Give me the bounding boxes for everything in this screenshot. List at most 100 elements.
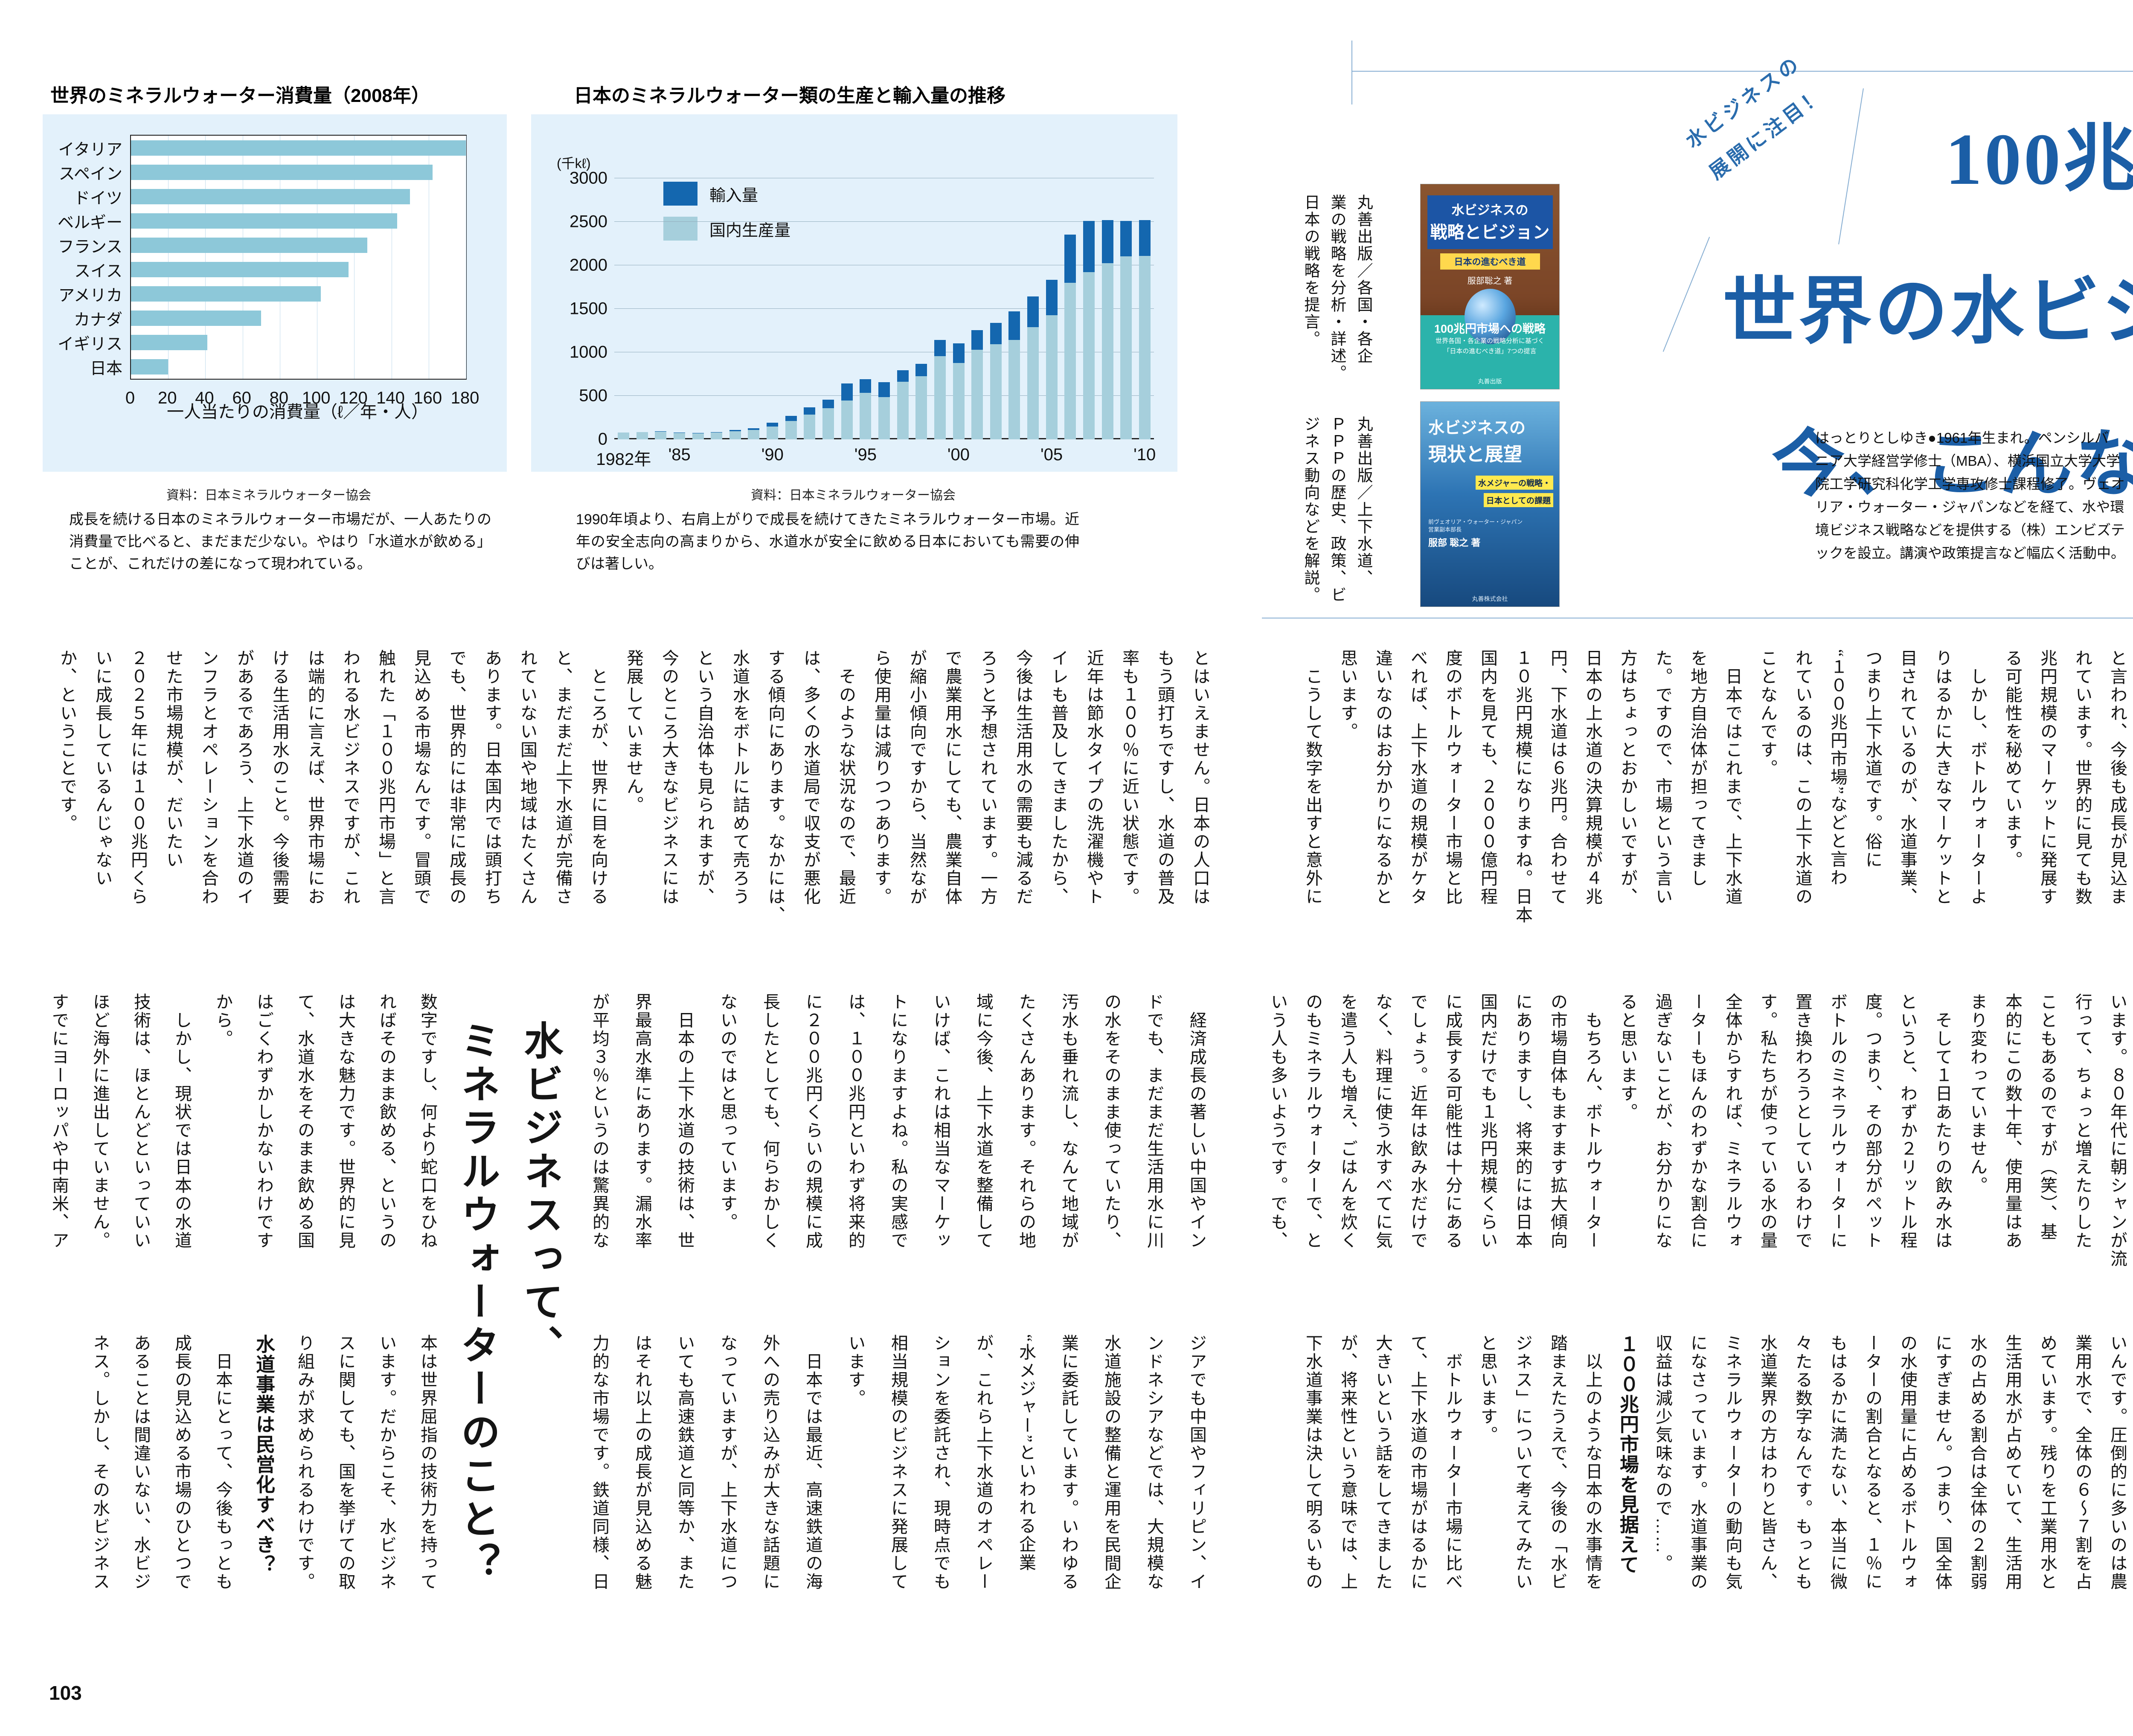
imports-segment xyxy=(971,330,983,350)
bar-row: スペイン xyxy=(59,164,466,183)
text-column: が、これら上下水道のオペレー xyxy=(974,1334,993,1591)
gridline xyxy=(614,221,1154,222)
stacked-bar xyxy=(748,428,760,439)
text-column: すでにヨーロッパや中南米、ア xyxy=(49,993,69,1250)
bar-row: ベルギー xyxy=(58,213,466,232)
bar xyxy=(131,213,397,229)
y-tick-label: 2000 xyxy=(570,255,607,275)
text-column: ＰＰＰの歴史、政策、ビ xyxy=(1328,416,1345,604)
text-column: れているのは、この上下水道の xyxy=(1793,649,1812,906)
text-column: でも、世界的には非常に成長の xyxy=(447,649,466,906)
text-column: いけば、これは相当なマーケッ xyxy=(931,993,950,1250)
text-column: ジネス動向などを解説。 xyxy=(1302,416,1319,604)
imports-segment xyxy=(841,383,853,401)
text-column: 置き換わろうとしているわけで xyxy=(1793,993,1812,1250)
text-column: ジアでも中国やフィリピン、イ xyxy=(1187,1334,1206,1591)
text-column: ンフラとオペレーションを合わ xyxy=(199,649,218,906)
bar xyxy=(131,189,410,204)
stacked-bar xyxy=(804,407,816,439)
bar-row: スイス xyxy=(74,261,466,280)
category-label: フランス xyxy=(58,238,122,256)
text-column: 日本の戦略を提言。 xyxy=(1302,194,1319,348)
stacked-bar xyxy=(1046,280,1058,439)
book2-caption: 丸善出版／上下水道、 ＰＰＰの歴史、政策、ビ ジネス動向などを解説。 xyxy=(1297,416,1376,689)
stacked-bar xyxy=(692,433,704,439)
x-tick-label: 20 xyxy=(157,389,177,407)
right-body-band3: それでも１日せいぜい２０リットル程度、と見ていいでしょう。やはり１日の使用量全体… xyxy=(1263,1334,2133,1665)
y-tick-label: 3000 xyxy=(570,168,607,188)
bar-row: カナダ xyxy=(74,310,466,329)
stacked-bar xyxy=(655,431,667,439)
domestic-segment xyxy=(767,427,779,439)
category-label: カナダ xyxy=(73,311,122,329)
imports-segment xyxy=(934,340,946,357)
category-label: イタリア xyxy=(58,141,122,159)
category-label: ベルギー xyxy=(57,214,122,232)
book2-role-line2: 営業副本部長 xyxy=(1428,526,1462,533)
bar xyxy=(131,359,169,374)
text-column: にありますし、将来的には日本 xyxy=(1513,993,1532,1250)
domestic-segment xyxy=(785,421,797,439)
domestic-segment xyxy=(860,393,872,439)
stacked-bar xyxy=(785,415,797,439)
text-column: ミネラルウォーターの動向も気 xyxy=(1723,1334,1742,1591)
imports-segment xyxy=(878,382,890,397)
bio-line: 境ビジネス戦略などを提供する（株）エンビズテ xyxy=(1815,522,2125,538)
stacked-bar xyxy=(1139,220,1151,439)
gridline xyxy=(614,308,1154,309)
text-column: の水使用量に占めるボトルウォ xyxy=(1898,1334,1917,1591)
text-column: 界最高水準にあります。漏水率 xyxy=(633,993,652,1250)
text-column: 目されているのが、水道事業、 xyxy=(1898,649,1917,906)
section-heading-mineral-water: 水ビジネスって、 ミネラルウォーターのこと？ xyxy=(442,1020,572,1594)
article-title: 100兆円市場? 世界の水ビジネスは今、こんなに熱い! xyxy=(1723,83,2133,541)
x-tick-label: 180 xyxy=(450,389,479,407)
domestic-segment xyxy=(748,430,760,439)
imports-segment xyxy=(729,430,741,431)
text-column: でしょう。近年は飲み水だけで xyxy=(1408,993,1427,1250)
chart1-source: 資料：日本ミネラルウォーター協会 xyxy=(166,488,371,502)
text-column: 経済成長の著しい中国やイン xyxy=(1187,993,1206,1250)
text-column: います。８０年代に朝シャンが流 xyxy=(2108,993,2127,1268)
text-column: 技術は、ほとんどといっていい xyxy=(131,993,151,1250)
stacked-bar xyxy=(1083,221,1095,439)
text-column: ことなんです。 xyxy=(1758,649,1777,778)
domestic-segment xyxy=(711,433,723,439)
text-column: 発展していません。 xyxy=(624,649,643,814)
text-column: は端的に言えば、世界市場にお xyxy=(305,649,325,906)
text-column: しかし、現状では日本の水道 xyxy=(172,993,192,1250)
bar xyxy=(131,164,433,180)
text-column: 本は世界屈指の技術力を持って xyxy=(418,1334,437,1591)
text-column: 円、下水道は６兆円。合わせて xyxy=(1548,649,1567,906)
imports-segment xyxy=(822,399,834,408)
imports-segment xyxy=(1139,220,1151,256)
stacked-bar xyxy=(915,364,927,439)
domestic-segment xyxy=(692,433,704,439)
text-column: 違いなのはお分かりになるかと xyxy=(1373,649,1392,906)
book1-caption: 丸善出版／各国・各企 業の戦略を分析・詳述。 日本の戦略を提言。 xyxy=(1297,194,1376,467)
text-column: います。だからこそ、水ビジネ xyxy=(377,1334,396,1591)
category-label: アメリカ xyxy=(58,287,122,305)
text-column: とはいえません。日本の人口は xyxy=(1191,649,1210,906)
domestic-segment xyxy=(897,381,909,439)
left-body-band2-left: 数字ですし、何より蛇口をひね ればそのまま飲める、というの は大きな魅力です。世界的… xyxy=(38,993,448,1324)
domestic-segment xyxy=(1139,255,1151,439)
x-tick-label: '10 xyxy=(1133,445,1156,464)
right-body-band2: 感じられる方もおられるかと思いますが、生活用水における飲み水の割合を考えると、よ… xyxy=(1263,993,2133,1324)
text-column: 業に委託しています。いわゆる xyxy=(1059,1334,1078,1591)
text-column: ほど海外に進出していません。 xyxy=(90,993,110,1250)
text-column: りはるかに大きなマーケットと xyxy=(1933,649,1952,906)
right-body-band1: 水ビジネスとは？ 水ビジネスというと、ペットボトル入りのミネラルウォーターを思い… xyxy=(1263,649,2133,980)
text-column: 業用水で、全体の６～７割を占 xyxy=(2073,1334,2092,1591)
legend-label-imports: 輸入量 xyxy=(709,186,758,205)
chart1-title: 世界のミネラルウォーター消費量（2008年） xyxy=(50,85,430,106)
book1-cover: 水ビジネスの 戦略とビジョン 日本の進むべき道 服部聡之 著 100兆円市場への… xyxy=(1421,184,1559,389)
text-column: と思います。 xyxy=(1478,1334,1497,1444)
domestic-segment xyxy=(655,432,667,439)
text-column: が、将来性という意味では、上 xyxy=(1338,1334,1357,1591)
x-tick-label: 80 xyxy=(269,389,289,407)
title-line: 世界の水ビジネスは xyxy=(1723,272,2133,353)
text-column: つまり上下水道です。俗に xyxy=(1863,649,1882,869)
text-column: トになりますよね。私の実感で xyxy=(889,993,908,1250)
text-column: 見込める市場なんです。冒頭で xyxy=(412,649,431,906)
bio-line: リア・ウォーター・ジャパンなどを経て、水や環 xyxy=(1815,499,2124,515)
